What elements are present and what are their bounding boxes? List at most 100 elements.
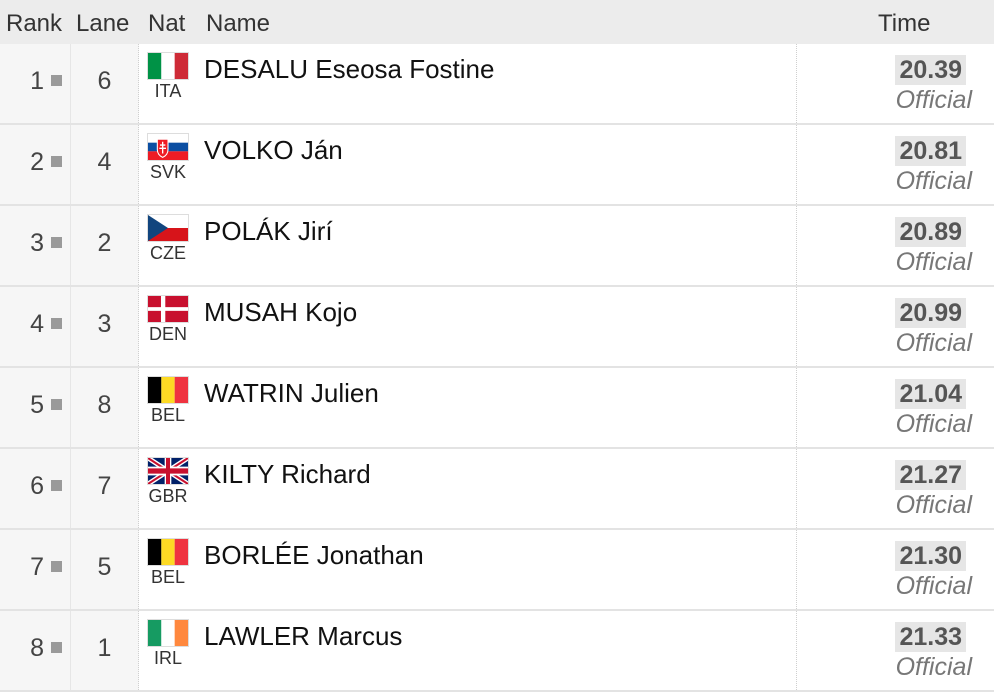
athlete-name[interactable]: DESALU Eseosa Fostine [204,54,495,84]
rank-square-icon [51,318,62,329]
rank-value: 7 [30,553,44,581]
rank-square-icon [51,561,62,572]
flag-ireland-icon [147,619,189,647]
header-name[interactable]: Name [206,10,271,37]
athlete-cell: CZE POLÁK Jirí [139,206,797,285]
athlete-name[interactable]: LAWLER Marcus [204,621,403,651]
table-row[interactable]: 3 2 CZE POLÁK Jirí 20.89 Official [0,206,994,287]
athlete-name[interactable]: BORLÉE Jonathan [204,540,424,570]
time-cell: 21.27 Official [797,449,994,528]
athlete-cell: ITA DESALU Eseosa Fostine [139,44,797,123]
lane-value: 5 [97,553,112,581]
time-status: Official [895,572,972,600]
rank-cell: 3 [0,206,71,285]
lane-value: 2 [97,229,112,257]
nat-code: CZE [150,243,186,263]
flag-belgium-icon [147,376,189,404]
lane-cell: 7 [71,449,139,528]
flag-denmark-icon [147,295,189,323]
nat-code: GBR [148,486,188,506]
table-row[interactable]: 1 6 ITA DESALU Eseosa Fostine 20.39 Offi… [0,44,994,125]
time-cell: 20.39 Official [797,44,994,123]
rank-value: 3 [30,229,44,257]
lane-value: 3 [97,310,112,338]
rank-value: 8 [30,634,44,662]
time-status: Official [895,329,972,357]
rank-cell: 6 [0,449,71,528]
lane-cell: 8 [71,368,139,447]
rank-value: 1 [30,67,44,95]
nat-code: BEL [150,405,186,425]
rank-square-icon [51,480,62,491]
athlete-cell: SVK VOLKO Ján [139,125,797,204]
lane-cell: 4 [71,125,139,204]
flag-czech-icon [147,214,189,242]
time-value: 21.27 [895,460,966,490]
header-nat[interactable]: Nat [148,10,186,37]
table-row[interactable]: 6 7 GBR KILTY Richard 21.27 Official [0,449,994,530]
athlete-cell: GBR KILTY Richard [139,449,797,528]
time-status: Official [895,410,972,438]
rank-cell: 4 [0,287,71,366]
header-rank[interactable]: Rank [6,10,63,37]
flag-slovakia-icon [147,133,189,161]
athlete-name[interactable]: VOLKO Ján [204,135,343,165]
rank-cell: 8 [0,611,71,690]
table-row[interactable]: 8 1 IRL LAWLER Marcus 21.33 Official [0,611,994,692]
nat-code: ITA [154,81,182,101]
rank-value: 2 [30,148,44,176]
rank-value: 5 [30,391,44,419]
lane-value: 1 [97,634,112,662]
lane-cell: 1 [71,611,139,690]
rank-square-icon [51,642,62,653]
lane-cell: 5 [71,530,139,609]
rank-square-icon [51,75,62,86]
time-value: 21.30 [895,541,966,571]
header-time[interactable]: Time [878,10,931,37]
lane-value: 7 [97,472,112,500]
time-value: 20.99 [895,298,966,328]
time-status: Official [895,167,972,195]
nat-code: IRL [153,648,182,668]
athlete-name[interactable]: MUSAH Kojo [204,297,358,327]
time-value: 20.89 [895,217,966,247]
rank-cell: 5 [0,368,71,447]
rank-value: 6 [30,472,44,500]
time-cell: 20.89 Official [797,206,994,285]
time-value: 21.04 [895,379,966,409]
table-row[interactable]: 5 8 BEL WATRIN Julien 21.04 Official [0,368,994,449]
rank-square-icon [51,156,62,167]
rank-square-icon [51,237,62,248]
header-lane[interactable]: Lane [76,10,130,37]
time-cell: 20.81 Official [797,125,994,204]
athlete-cell: DEN MUSAH Kojo [139,287,797,366]
time-cell: 20.99 Official [797,287,994,366]
time-value: 20.39 [895,55,966,85]
flag-italy-icon [147,52,189,80]
lane-cell: 3 [71,287,139,366]
table-row[interactable]: 4 3 DEN MUSAH Kojo 20.99 Official [0,287,994,368]
athlete-name[interactable]: KILTY Richard [204,459,371,489]
athlete-name[interactable]: WATRIN Julien [204,378,379,408]
athlete-cell: BEL WATRIN Julien [139,368,797,447]
time-cell: 21.30 Official [797,530,994,609]
table-row[interactable]: 2 4 SVK VOLKO Ján 20.81 Official [0,125,994,206]
time-status: Official [895,491,972,519]
time-cell: 21.33 Official [797,611,994,690]
nat-code: DEN [148,324,187,344]
athlete-cell: IRL LAWLER Marcus [139,611,797,690]
athlete-cell: BEL BORLÉE Jonathan [139,530,797,609]
flag-uk-icon [147,457,189,485]
table-row[interactable]: 7 5 BEL BORLÉE Jonathan 21.30 Official [0,530,994,611]
lane-value: 6 [97,67,112,95]
time-status: Official [895,86,972,114]
rank-value: 4 [30,310,44,338]
athlete-name[interactable]: POLÁK Jirí [204,216,333,246]
lane-value: 8 [97,391,112,419]
lane-value: 4 [97,148,112,176]
rank-cell: 2 [0,125,71,204]
lane-cell: 6 [71,44,139,123]
table-header: Rank Lane Nat Name Time [0,0,994,44]
rank-cell: 7 [0,530,71,609]
